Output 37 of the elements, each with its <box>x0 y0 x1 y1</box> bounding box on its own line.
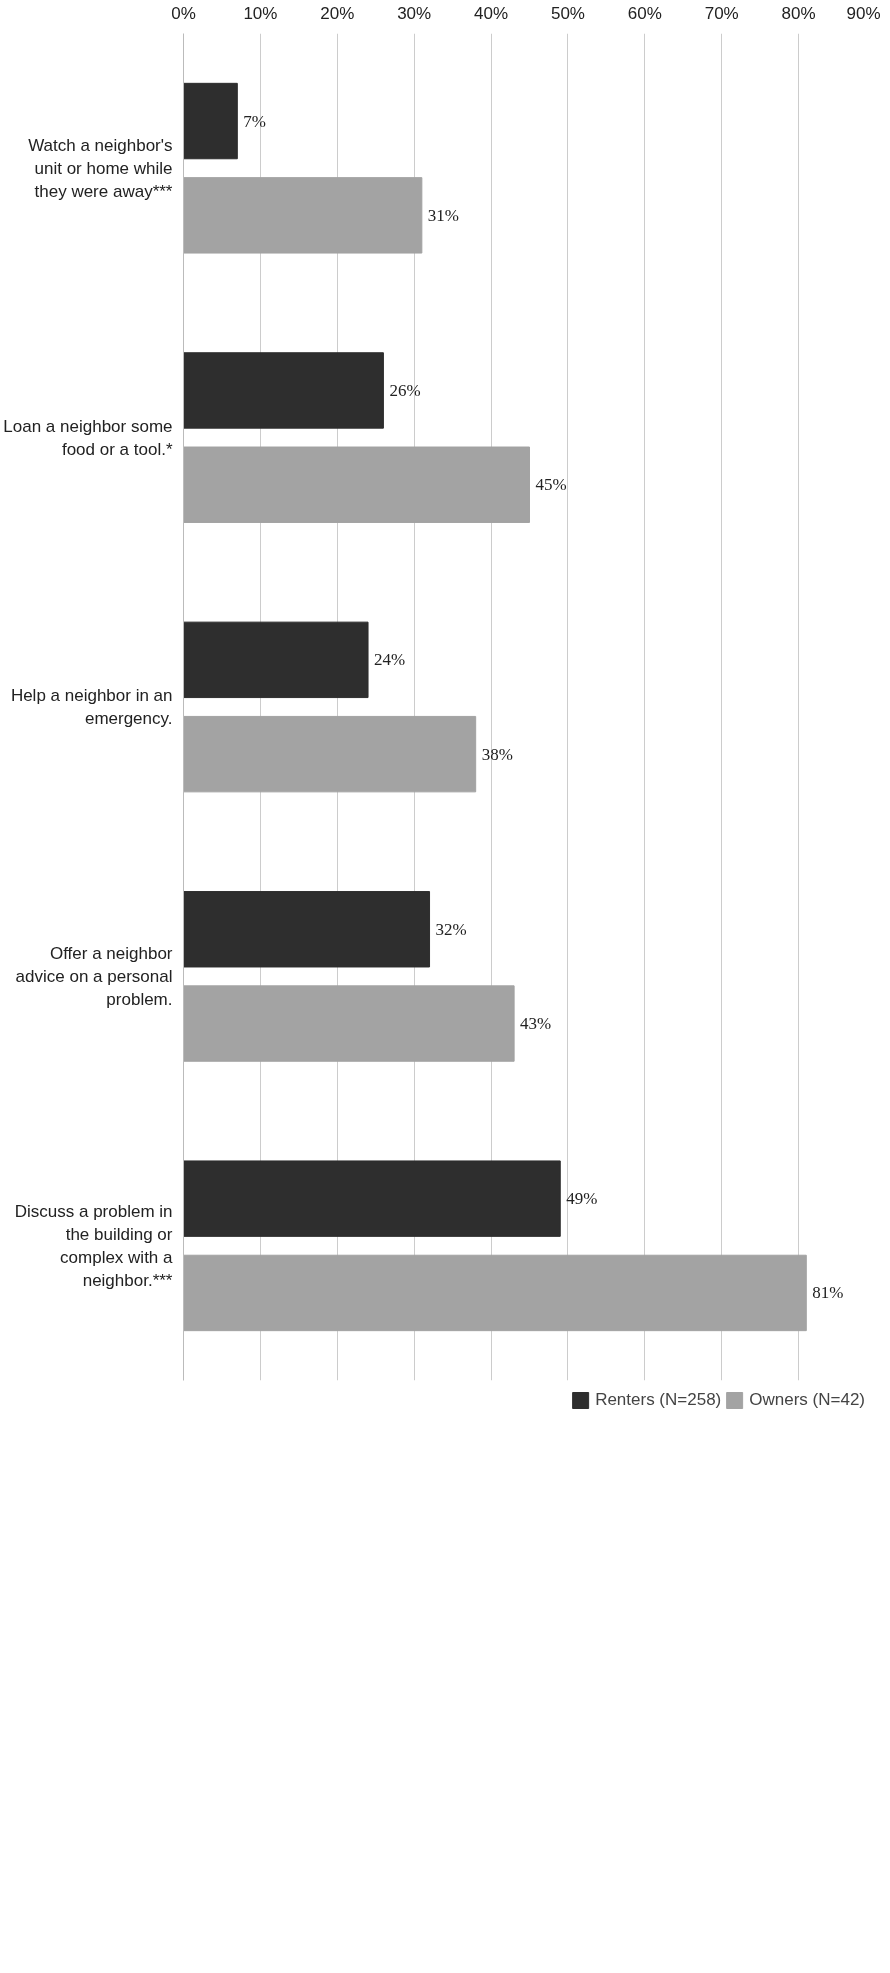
bar <box>183 1160 561 1237</box>
data-label: 31% <box>427 205 460 225</box>
x-tick-label: 80% <box>781 3 816 23</box>
x-tick-label: 40% <box>474 3 509 23</box>
bar <box>183 891 431 968</box>
bar <box>183 621 369 699</box>
data-label: 45% <box>535 475 567 495</box>
x-tick-label: 0% <box>171 3 196 23</box>
bar <box>183 352 384 429</box>
x-tick-label: 70% <box>704 3 739 23</box>
x-tick-label: 30% <box>397 3 432 23</box>
data-label: 24% <box>374 650 406 670</box>
y-tick-label: Loan a neighbor some food or a tool.* <box>3 416 173 459</box>
data-label: 49% <box>566 1189 598 1209</box>
data-label: 26% <box>389 380 421 400</box>
x-tick-label: 60% <box>627 3 662 23</box>
bar <box>183 177 423 254</box>
y-tick-label: Discuss a problem in the building or complex with a neighbor.*** <box>14 1202 174 1290</box>
data-label: 32% <box>435 919 467 939</box>
legend-label: Renters (N=258) <box>595 1390 722 1410</box>
legend-label: Owners (N=42) <box>749 1390 865 1410</box>
bar <box>183 446 530 523</box>
x-tick-label: 20% <box>320 3 355 23</box>
y-tick-label: Watch a neighbor's unit or home while they were away*** <box>28 135 173 201</box>
data-label: 38% <box>481 744 513 764</box>
y-tick-label: Offer a neighbor advice on a personal problem. <box>15 944 173 1009</box>
x-tick-label: 90% <box>846 3 881 23</box>
data-label: 81% <box>812 1283 844 1303</box>
data-label: 43% <box>520 1014 552 1034</box>
bar <box>183 82 238 160</box>
bar <box>183 985 515 1062</box>
x-tick-label: 10% <box>243 3 278 23</box>
data-label: 7% <box>243 111 266 131</box>
bar <box>183 715 477 793</box>
x-tick-label: 50% <box>550 3 585 23</box>
bar <box>183 1254 807 1332</box>
y-tick-label: Help a neighbor in an emergency. <box>10 686 173 728</box>
